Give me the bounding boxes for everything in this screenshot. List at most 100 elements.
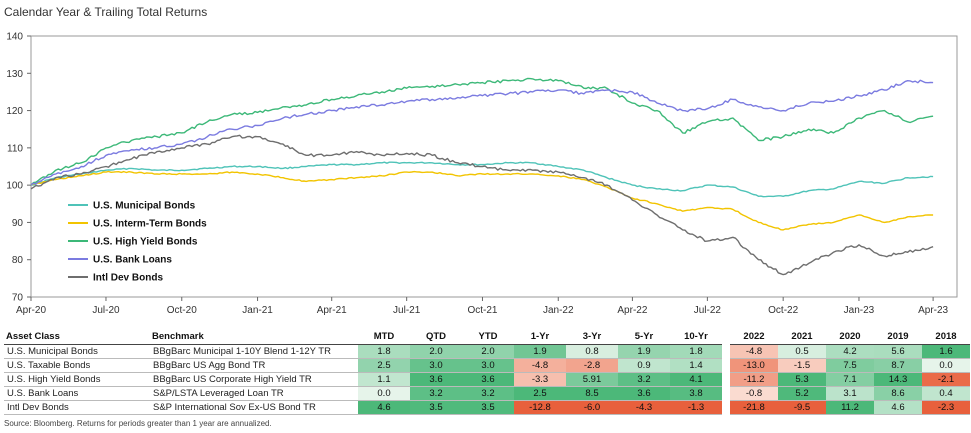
x-tick-label: Jan-21 <box>242 305 273 316</box>
chart-series <box>30 77 934 276</box>
x-tick-label: Jan-23 <box>844 305 875 316</box>
value-cell: 2.0 <box>410 344 462 359</box>
value-cell: 1.8 <box>670 344 722 359</box>
value-cell: -6.0 <box>566 400 618 415</box>
value-cell: -1.5 <box>778 358 826 373</box>
value-cell: 0.4 <box>922 386 970 401</box>
col-header: QTD <box>410 330 462 345</box>
value-cell: 1.6 <box>922 344 970 359</box>
x-tick-label: Jan-22 <box>543 305 574 316</box>
col-header: 10-Yr <box>670 330 722 345</box>
col-header: 2022 <box>730 330 778 345</box>
value-cell: 8.7 <box>874 358 922 373</box>
value-cell: -3.3 <box>514 372 566 387</box>
x-tick-label: Apr-20 <box>16 305 46 316</box>
x-tick-label: Oct-20 <box>167 305 197 316</box>
col-header: MTD <box>358 330 410 345</box>
value-cell: 2.5 <box>358 358 410 373</box>
asset-class-cell: U.S. High Yield Bonds <box>4 372 150 387</box>
x-tick-label: Jul-22 <box>694 305 722 316</box>
value-cell: 3.2 <box>410 386 462 401</box>
y-tick-label: 130 <box>6 69 23 80</box>
value-cell: 1.1 <box>358 372 410 387</box>
y-tick-label: 110 <box>7 143 23 154</box>
source-note: Source: Bloomberg. Returns for periods g… <box>4 419 272 428</box>
column-gap <box>722 358 730 373</box>
value-cell: -12.8 <box>514 400 566 415</box>
y-tick-label: 140 <box>6 32 23 43</box>
value-cell: 8.5 <box>566 386 618 401</box>
x-tick-label: Apr-23 <box>918 305 948 316</box>
value-cell: -4.8 <box>514 358 566 373</box>
value-cell: -9.5 <box>778 400 826 415</box>
col-header: Asset Class <box>4 330 150 345</box>
legend-label: U.S. Municipal Bonds <box>93 201 196 212</box>
col-header: 5-Yr <box>618 330 670 345</box>
asset-class-cell: Intl Dev Bonds <box>4 400 150 415</box>
value-cell: 0.9 <box>618 358 670 373</box>
plot-frame <box>30 35 958 298</box>
value-cell: 3.5 <box>462 400 514 415</box>
value-cell: -21.8 <box>730 400 778 415</box>
legend-label: U.S. High Yield Bonds <box>93 237 198 248</box>
value-cell: 1.9 <box>514 344 566 359</box>
value-cell: 14.3 <box>874 372 922 387</box>
x-tick-label: Jul-21 <box>393 305 421 316</box>
series-line <box>30 170 934 231</box>
table-row: U.S. Bank Loans S&P/LSTA Leveraged Loan T… <box>4 386 970 401</box>
value-cell: 2.5 <box>514 386 566 401</box>
col-header: 2019 <box>874 330 922 345</box>
y-tick-label: 100 <box>6 181 23 192</box>
x-tick-label: Jul-20 <box>92 305 120 316</box>
value-cell: 1.4 <box>670 358 722 373</box>
chart-title: Calendar Year & Trailing Total Returns <box>4 5 208 19</box>
value-cell: 3.6 <box>410 372 462 387</box>
col-header: 3-Yr <box>566 330 618 345</box>
chart-legend: U.S. Municipal Bonds U.S. Interm-Term Bon… <box>68 201 207 284</box>
table-row: Intl Dev Bonds S&P International Sov Ex-U… <box>4 400 970 415</box>
value-cell: -2.1 <box>922 372 970 387</box>
table-header-row: Asset Class Benchmark MTD QTD YTD 1-Yr 3… <box>4 330 970 345</box>
column-gap <box>722 372 730 387</box>
value-cell: -11.2 <box>730 372 778 387</box>
value-cell: 3.5 <box>410 400 462 415</box>
value-cell: -2.3 <box>922 400 970 415</box>
table-row: U.S. Taxable Bonds BBgBarc US Agg Bond TR… <box>4 358 970 373</box>
y-tick-label: 120 <box>6 106 23 117</box>
value-cell: 0.8 <box>566 344 618 359</box>
table-body: U.S. Municipal Bonds BBgBarc Municipal 1-… <box>4 344 970 415</box>
value-cell: 3.8 <box>670 386 722 401</box>
value-cell: 3.0 <box>410 358 462 373</box>
col-header: Benchmark <box>150 330 358 345</box>
value-cell: 8.6 <box>874 386 922 401</box>
asset-class-cell: U.S. Municipal Bonds <box>4 344 150 359</box>
value-cell: 1.8 <box>358 344 410 359</box>
value-cell: 3.2 <box>462 386 514 401</box>
col-header: 2021 <box>778 330 826 345</box>
series-line <box>30 79 934 186</box>
col-header: YTD <box>462 330 514 345</box>
value-cell: 3.6 <box>462 372 514 387</box>
benchmark-cell: BBgBarc Municipal 1-10Y Blend 1-12Y TR <box>150 344 358 359</box>
x-tick-label: Apr-21 <box>317 305 347 316</box>
table-row: U.S. Municipal Bonds BBgBarc Municipal 1-… <box>4 344 970 359</box>
value-cell: 7.1 <box>826 372 874 387</box>
x-tick-label: Apr-22 <box>617 305 647 316</box>
asset-class-cell: U.S. Bank Loans <box>4 386 150 401</box>
value-cell: -0.8 <box>730 386 778 401</box>
value-cell: 5.2 <box>778 386 826 401</box>
y-tick-label: 90 <box>12 218 24 229</box>
value-cell: 0.0 <box>358 386 410 401</box>
benchmark-cell: S&P/LSTA Leveraged Loan TR <box>150 386 358 401</box>
x-tick-label: Oct-21 <box>467 305 497 316</box>
benchmark-cell: S&P International Sov Ex-US Bond TR <box>150 400 358 415</box>
x-tick-label: Oct-22 <box>768 305 798 316</box>
value-cell: -13.0 <box>730 358 778 373</box>
value-cell: 4.2 <box>826 344 874 359</box>
value-cell: 4.6 <box>874 400 922 415</box>
value-cell: 1.9 <box>618 344 670 359</box>
value-cell: 3.2 <box>618 372 670 387</box>
value-cell: 3.6 <box>618 386 670 401</box>
chart-axes: 70 80 90 100 110 120 130 140 Apr-20 Jul-20 Oct-20 J… <box>6 32 958 316</box>
value-cell: 4.1 <box>670 372 722 387</box>
